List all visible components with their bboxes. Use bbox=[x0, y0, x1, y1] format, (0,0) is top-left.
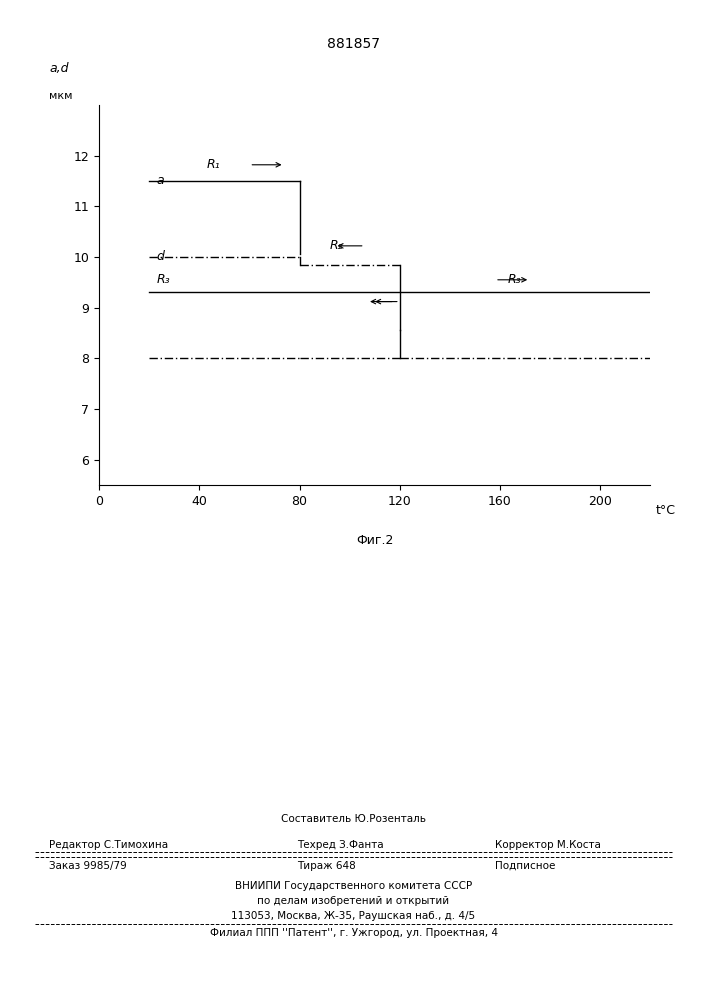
Text: R₃: R₃ bbox=[157, 273, 170, 286]
Text: t°C: t°C bbox=[656, 504, 676, 517]
Text: a: a bbox=[157, 174, 164, 188]
Text: d: d bbox=[157, 250, 165, 263]
Text: Филиал ППП ''Патент'', г. Ужгород, ул. Проектная, 4: Филиал ППП ''Патент'', г. Ужгород, ул. П… bbox=[209, 928, 498, 938]
Text: Фиг.2: Фиг.2 bbox=[356, 534, 393, 547]
Text: Составитель Ю.Розенталь: Составитель Ю.Розенталь bbox=[281, 814, 426, 824]
Text: Редактор С.Тимохина: Редактор С.Тимохина bbox=[49, 840, 168, 850]
Text: Техред З.Фанта: Техред З.Фанта bbox=[297, 840, 384, 850]
Text: R₂: R₂ bbox=[329, 239, 343, 252]
Text: R₃: R₃ bbox=[508, 273, 521, 286]
Text: Тираж 648: Тираж 648 bbox=[297, 861, 356, 871]
Text: Подписное: Подписное bbox=[495, 861, 555, 871]
Text: мкм: мкм bbox=[49, 91, 73, 101]
Text: Корректор М.Коста: Корректор М.Коста bbox=[495, 840, 601, 850]
Text: a,d: a,d bbox=[49, 62, 69, 75]
Text: R₁: R₁ bbox=[206, 158, 221, 171]
Text: 881857: 881857 bbox=[327, 37, 380, 51]
Text: ВНИИПИ Государственного комитета СССР: ВНИИПИ Государственного комитета СССР bbox=[235, 881, 472, 891]
Text: 113053, Москва, Ж-35, Раушская наб., д. 4/5: 113053, Москва, Ж-35, Раушская наб., д. … bbox=[231, 911, 476, 921]
Text: по делам изобретений и открытий: по делам изобретений и открытий bbox=[257, 896, 450, 906]
Text: Заказ 9985/79: Заказ 9985/79 bbox=[49, 861, 127, 871]
